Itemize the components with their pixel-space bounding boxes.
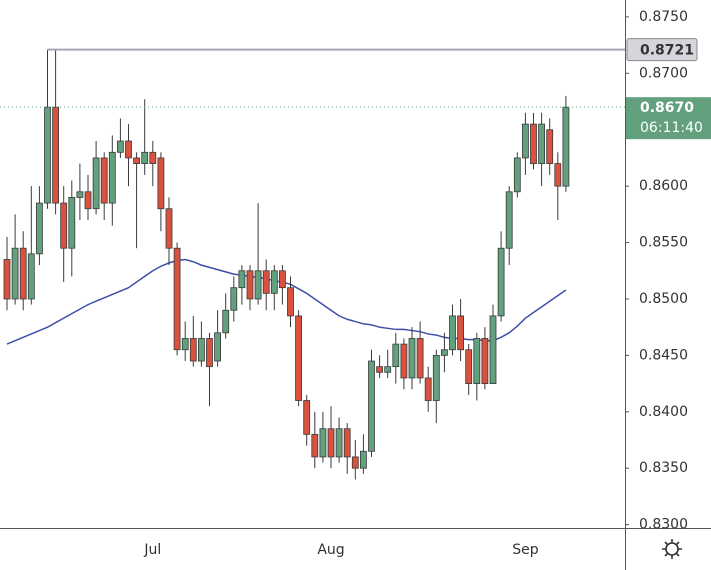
y-tick-label: 0.8500 xyxy=(639,291,688,307)
y-tick-label: 0.8350 xyxy=(639,460,688,476)
candle-body xyxy=(457,315,465,351)
countdown-label: 06:11:40 xyxy=(640,120,703,136)
y-tick-label: 0.8550 xyxy=(639,235,688,251)
candle-body xyxy=(335,428,343,458)
candle-body xyxy=(473,338,481,384)
candle-body xyxy=(19,247,27,300)
candle-body xyxy=(351,456,359,469)
candle-body xyxy=(505,191,513,249)
candle-body xyxy=(125,140,132,159)
candle-body xyxy=(440,349,448,356)
candle-body xyxy=(52,106,59,204)
candle-body xyxy=(3,259,11,300)
candle-body xyxy=(270,270,278,294)
candle-body xyxy=(60,202,68,249)
candle-body xyxy=(513,157,521,193)
candle-body xyxy=(197,338,205,362)
candle-body xyxy=(449,315,456,351)
candle-body xyxy=(424,377,432,401)
candle-body xyxy=(522,123,529,159)
candle-body xyxy=(295,315,303,401)
candle-body xyxy=(117,140,124,153)
candle-body xyxy=(554,163,562,187)
candle-body xyxy=(392,343,400,368)
candle-body xyxy=(400,343,408,379)
moving-average xyxy=(6,258,567,345)
last-price-box xyxy=(626,97,711,140)
candle-body xyxy=(546,129,554,164)
candle-body xyxy=(181,338,189,351)
last-price-label: 0.8670 xyxy=(640,100,694,116)
plot-area xyxy=(3,49,570,480)
candle-body xyxy=(465,349,473,384)
candle-body xyxy=(206,338,213,368)
candle-body xyxy=(384,366,392,373)
candle-body xyxy=(27,253,35,300)
y-tick-label: 0.8750 xyxy=(639,9,688,25)
y-tick-label: 0.8400 xyxy=(639,404,688,420)
candle-body xyxy=(343,428,351,458)
candle-body xyxy=(376,366,384,373)
candle-body xyxy=(92,157,100,210)
candle-body xyxy=(133,157,141,164)
candle-body xyxy=(44,106,51,204)
candle-body xyxy=(238,270,246,289)
candle-body xyxy=(368,360,375,452)
candle-body xyxy=(481,338,489,384)
candle-body xyxy=(489,315,497,384)
candle-body xyxy=(76,191,84,198)
candle-body xyxy=(68,197,76,249)
candle-body xyxy=(538,123,545,164)
candle-body xyxy=(230,287,238,311)
candle-body xyxy=(359,450,367,469)
candle-body xyxy=(303,400,311,435)
candle-body xyxy=(287,287,294,317)
candle-body xyxy=(497,247,505,317)
candle-body xyxy=(327,428,335,458)
settings-icon[interactable] xyxy=(662,539,682,559)
candle-body xyxy=(408,338,416,379)
candle-body xyxy=(149,151,157,164)
candle-body xyxy=(84,191,92,210)
x-tick-label: Aug xyxy=(317,542,344,558)
candle-body xyxy=(254,270,262,300)
candle-body xyxy=(278,270,286,289)
candle-body xyxy=(530,123,537,164)
candle-body xyxy=(157,157,165,210)
candle-body xyxy=(100,157,108,204)
gear-teeth[interactable] xyxy=(662,539,682,559)
candle-body xyxy=(319,428,327,458)
candle-body xyxy=(562,106,570,187)
candle-body xyxy=(189,338,197,362)
candle-body xyxy=(432,354,440,401)
y-tick-label: 0.8600 xyxy=(639,178,688,194)
level-label-box xyxy=(626,38,698,62)
candle-body xyxy=(262,270,270,294)
y-tick-label: 0.8700 xyxy=(639,65,688,81)
y-tick-label: 0.8450 xyxy=(639,347,688,363)
candle-body xyxy=(108,151,116,204)
candle-body xyxy=(36,202,43,255)
candle-body xyxy=(311,433,319,458)
level-label: 0.8721 xyxy=(640,43,694,59)
x-tick-label: Sep xyxy=(512,542,539,558)
candle-body xyxy=(11,247,19,300)
candle-body xyxy=(141,151,149,164)
candle-body xyxy=(416,338,424,379)
y-tick-label: 0.8300 xyxy=(639,517,688,533)
candle-body xyxy=(214,332,222,362)
candle-body xyxy=(165,208,173,249)
x-tick-label: Jul xyxy=(143,542,161,558)
candle-body xyxy=(173,247,181,351)
candle-body xyxy=(246,270,254,300)
candle-body xyxy=(222,309,230,334)
